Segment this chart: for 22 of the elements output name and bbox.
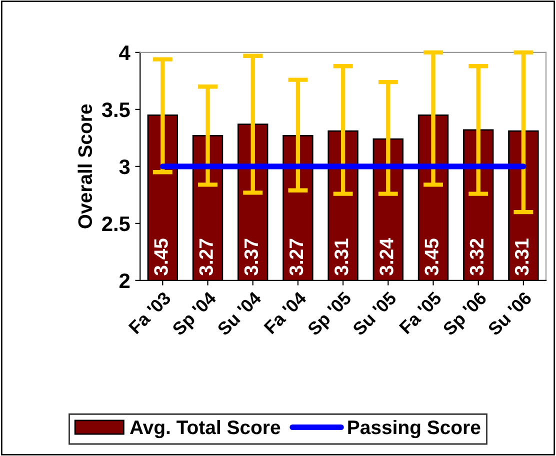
data-label: 3.37 — [244, 238, 258, 276]
data-label: 3.45 — [424, 238, 438, 276]
y-axis-title: Overall Score — [78, 104, 92, 228]
y-tick-label: 4 — [119, 46, 130, 60]
y-tick-label: 2 — [120, 273, 130, 288]
data-label: 3.32 — [470, 238, 484, 276]
x-tick-label: Su '06 — [487, 290, 532, 336]
x-tick-label: Sp '06 — [442, 290, 490, 339]
y-tick-label: 3.5 — [102, 102, 130, 118]
data-label: 3.27 — [289, 238, 304, 276]
y-tick-label: 2.5 — [102, 216, 130, 232]
x-tick-label: Fa '05 — [398, 290, 442, 334]
y-tick-label: 3 — [119, 159, 130, 174]
legend-label: Avg. Total Score — [130, 420, 280, 438]
legend-label: Passing Score — [348, 420, 480, 438]
x-tick-label: Fa '04 — [263, 290, 308, 334]
x-tick-label: Fa '03 — [128, 290, 172, 334]
data-label: 3.31 — [514, 238, 529, 276]
data-label: 3.24 — [380, 238, 394, 276]
data-label: 3.45 — [154, 238, 168, 276]
data-label: 3.27 — [199, 238, 214, 276]
data-label: 3.31 — [334, 238, 348, 276]
